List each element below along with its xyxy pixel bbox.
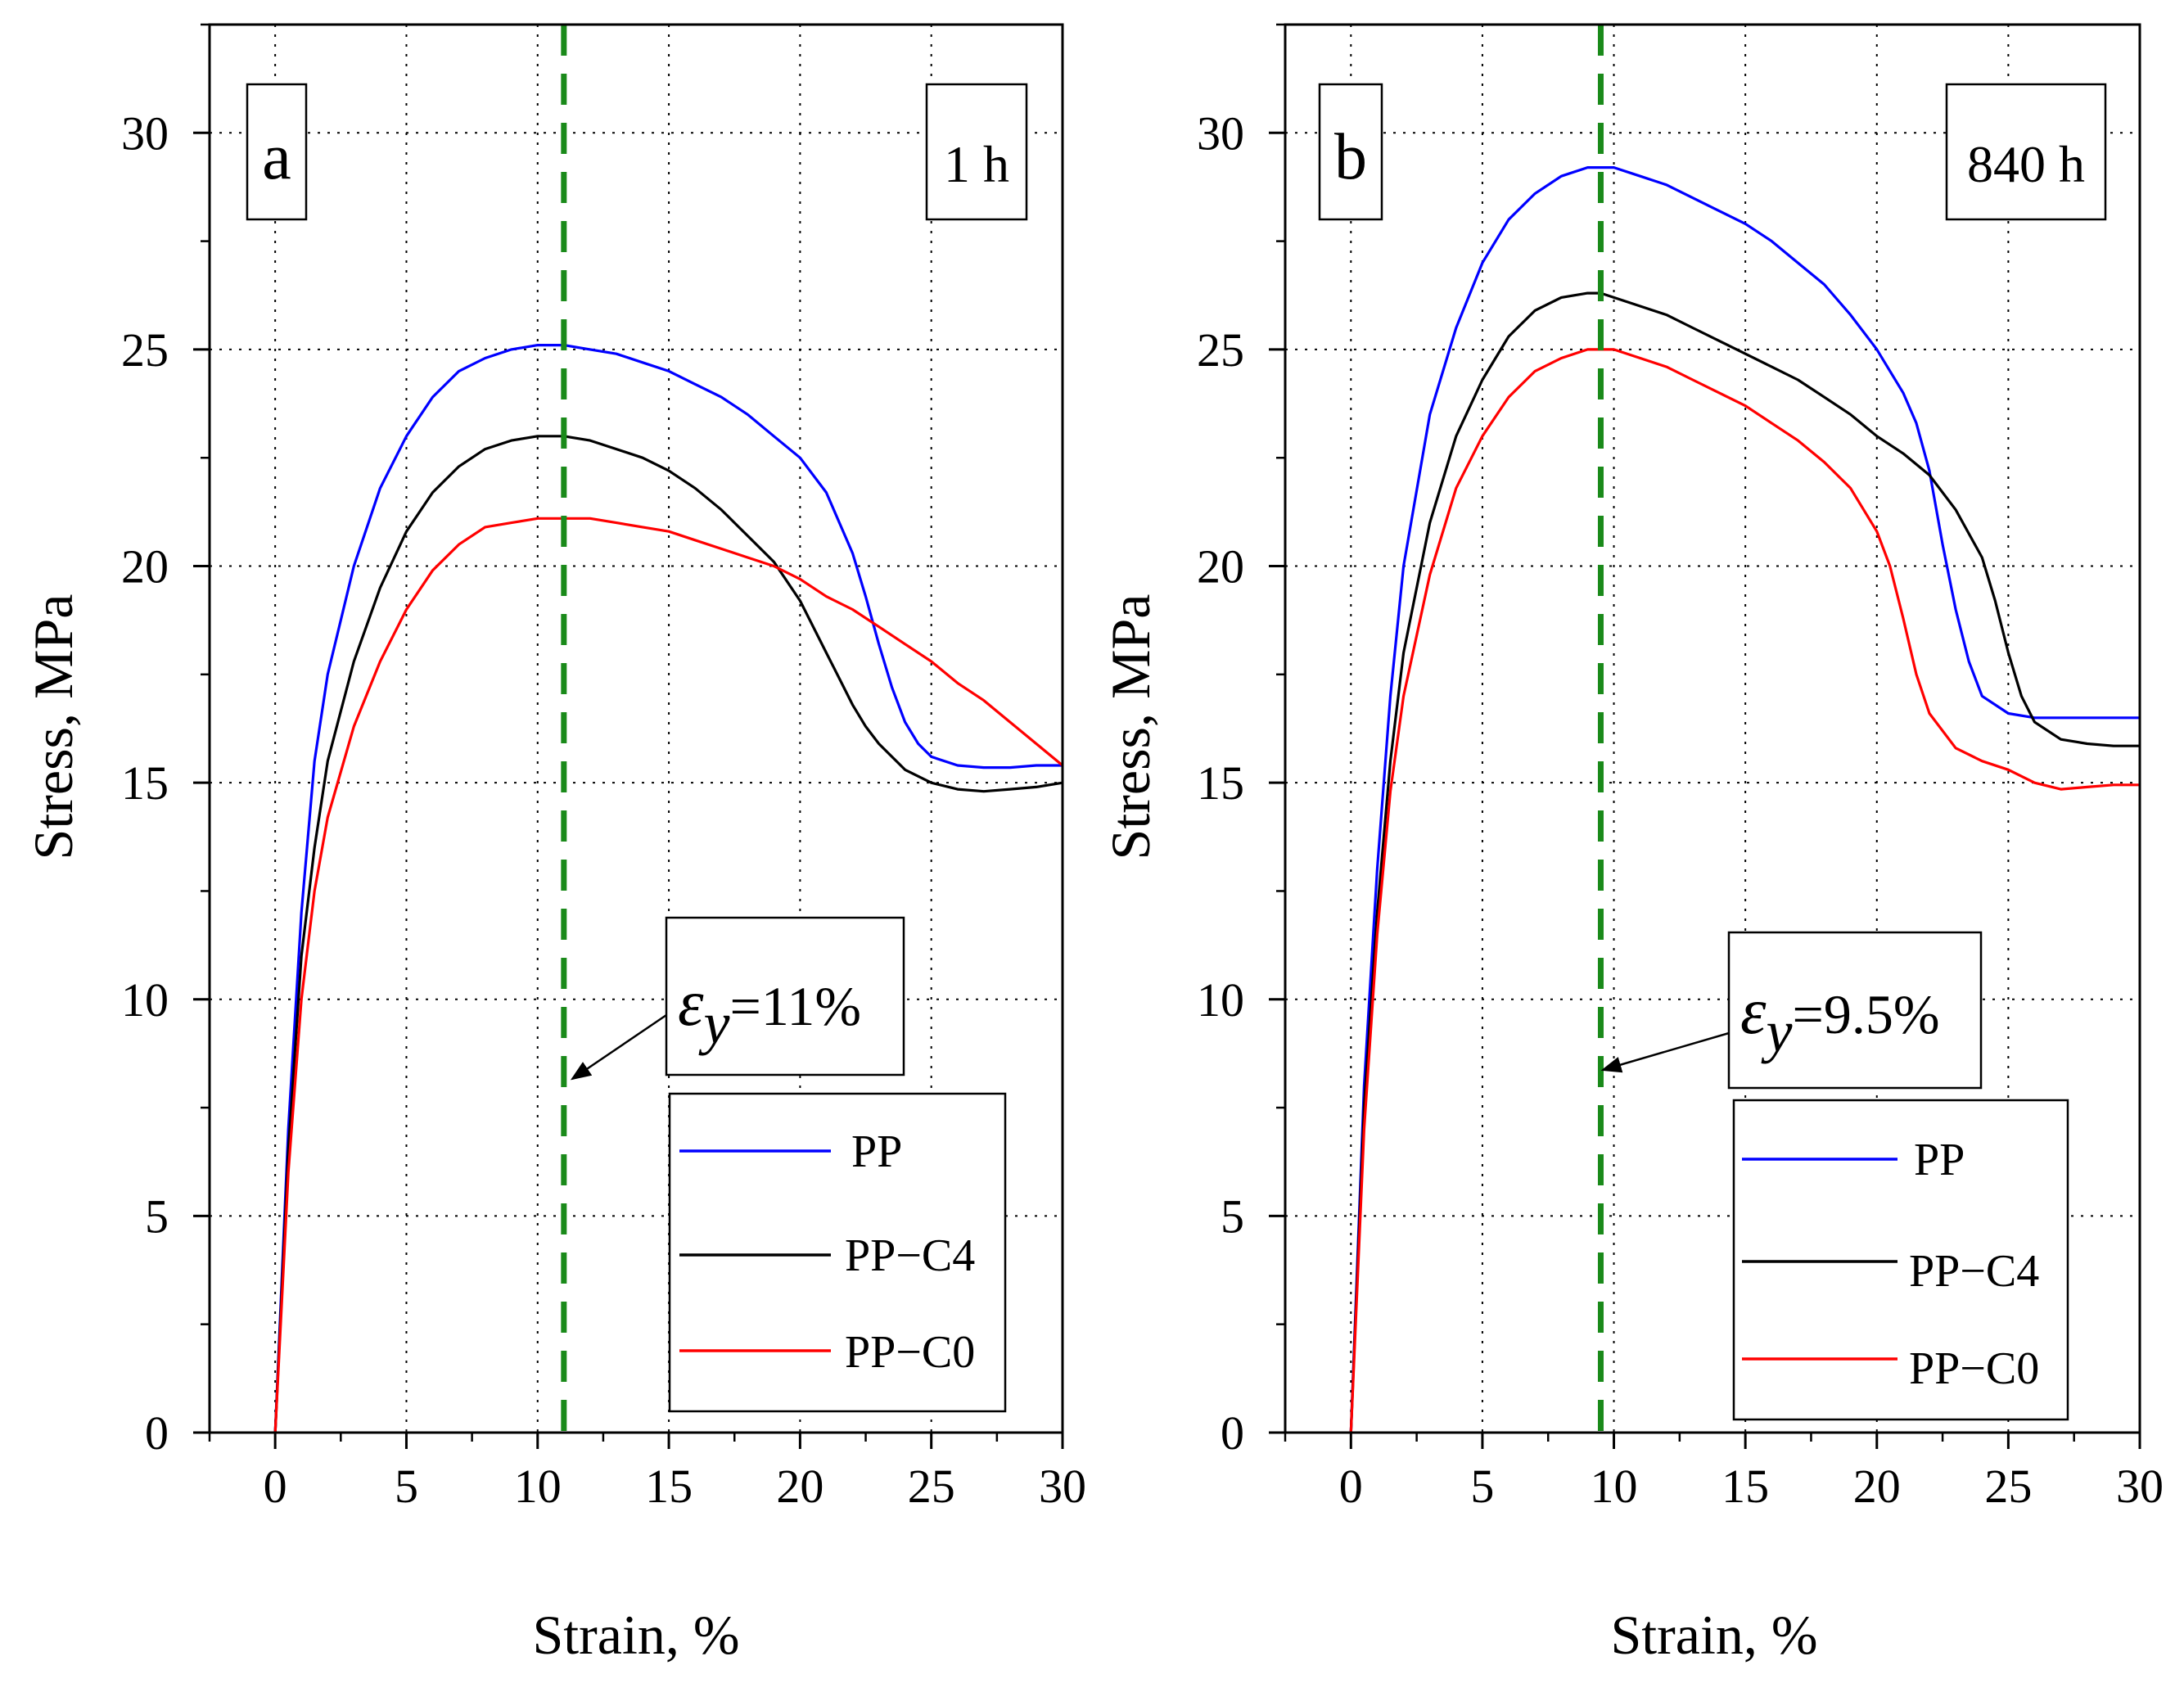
x-tick-label: 5 [1470, 1460, 1494, 1513]
legend: PP PP−C4 PP−C0 [1732, 1099, 2069, 1421]
y-tick-label: 30 [121, 106, 169, 160]
x-tick-label: 25 [1984, 1460, 2032, 1513]
y-tick-label: 5 [1221, 1189, 1244, 1243]
x-tick-label: 25 [908, 1460, 955, 1513]
y-tick-label: 10 [121, 973, 169, 1027]
series-line-pp [1349, 166, 2140, 1433]
x-tick-label: 30 [1039, 1460, 1086, 1513]
x-tick-label: 15 [645, 1460, 693, 1513]
panel-letter-box: b [1318, 83, 1383, 221]
panel-a: 0 5 10 15 20 25 30 0 5 10 15 20 25 30 a 1 h εy=11% PP… [22, 23, 1086, 1666]
legend-label-pp-c4: PP−C4 [845, 1230, 975, 1281]
panel-letter-box: a [246, 83, 308, 221]
plot-frame [1284, 23, 2141, 1434]
plot-frame [208, 23, 1064, 1434]
x-tick-label: 5 [395, 1460, 418, 1513]
y-tick-label: 20 [121, 540, 169, 593]
x-tick-label: 0 [1339, 1460, 1363, 1513]
panel-letter: b [1334, 121, 1367, 193]
x-tick-label: 15 [1721, 1460, 1769, 1513]
series-line-pp-c4 [273, 435, 1063, 1433]
series-line-pp [273, 344, 1063, 1433]
y-tick-label: 0 [1221, 1406, 1244, 1460]
y-tick-label: 10 [1197, 973, 1244, 1027]
time-label: 1 h [944, 135, 1009, 193]
yield-annotation: εy=9.5% [1600, 931, 1983, 1090]
legend: PP PP−C4 PP−C0 [668, 1092, 1007, 1413]
legend-label-pp-c0: PP−C0 [1909, 1343, 2039, 1394]
x-tick-label: 0 [264, 1460, 287, 1513]
yield-annotation-arrow [1600, 1031, 1730, 1073]
y-tick-label: 20 [1197, 540, 1244, 593]
x-tick-label: 10 [1591, 1460, 1638, 1513]
y-tick-label: 25 [1197, 323, 1244, 377]
yield-annotation: εy=11% [570, 916, 905, 1081]
y-axis-title: Stress, MPa [22, 594, 84, 860]
x-axis-title: Strain, % [532, 1604, 739, 1666]
y-tick-label: 15 [121, 756, 169, 810]
time-label-box: 840 h [1945, 83, 2107, 221]
x-tick-label: 10 [514, 1460, 562, 1513]
legend-label-pp-c0: PP−C0 [845, 1327, 975, 1378]
yield-annotation-text: εy=9.5% [1740, 976, 1940, 1064]
time-label-box: 1 h [925, 83, 1028, 221]
yield-annotation-arrow [570, 1013, 667, 1081]
legend-label-pp-c4: PP−C4 [1909, 1246, 2039, 1297]
x-tick-label: 20 [1853, 1460, 1901, 1513]
yield-annotation-text: εy=11% [678, 968, 861, 1056]
x-tick-label: 20 [776, 1460, 824, 1513]
legend-label-pp: PP [1914, 1135, 1965, 1185]
y-tick-label: 30 [1197, 106, 1244, 160]
panel-b: 0 5 10 15 20 25 30 0 5 10 15 20 25 30 b 840 h εy=9.5%… [1099, 23, 2164, 1666]
y-tick-label: 5 [145, 1189, 169, 1243]
y-tick-label: 25 [121, 323, 169, 377]
series-line-pp-c0 [1349, 348, 2140, 1433]
x-tick-label: 30 [2116, 1460, 2164, 1513]
x-axis-title: Strain, % [1610, 1604, 1817, 1666]
panel-letter: a [262, 121, 291, 193]
y-tick-label: 0 [145, 1406, 169, 1460]
series-line-pp-c4 [1349, 291, 2140, 1433]
series-line-pp-c0 [273, 517, 1064, 1433]
time-label: 840 h [1967, 135, 2085, 193]
y-tick-label: 15 [1197, 756, 1244, 810]
y-axis-title: Stress, MPa [1099, 594, 1162, 860]
legend-label-pp: PP [851, 1126, 902, 1177]
